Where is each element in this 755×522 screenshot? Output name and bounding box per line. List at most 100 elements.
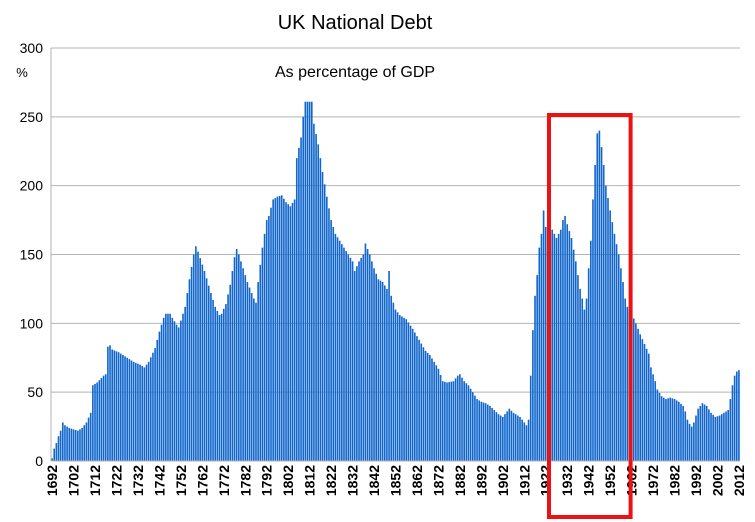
bar-1891 [478, 400, 481, 461]
bar-1880 [454, 378, 457, 461]
bar-1969 [645, 348, 648, 461]
bar-1970 [647, 353, 650, 461]
bar-1810 [304, 101, 307, 461]
bar-1698 [64, 425, 66, 461]
bar-1858 [407, 322, 410, 461]
bar-1761 [199, 258, 201, 461]
bar-1753 [182, 313, 184, 461]
bar-1870 [433, 361, 435, 461]
bar-1890 [476, 399, 478, 461]
bar-1723 [117, 352, 120, 461]
bar-1902 [502, 416, 504, 461]
x-tick-labels: 1692 1702 1712 1722 1732 1742 1752 1762 1772 1782… [44, 465, 747, 496]
bar-1775 [229, 284, 232, 461]
bar-1722 [115, 351, 118, 461]
bar-1805 [293, 199, 296, 461]
bar-1942 [587, 268, 590, 461]
y-tick-label-300: 300 [20, 40, 44, 56]
bar-1865 [422, 347, 425, 461]
bar-1730 [132, 361, 135, 461]
bar-1812 [308, 101, 311, 461]
bar-1914 [527, 419, 530, 461]
bar-1692 [51, 458, 53, 461]
bar-1726 [124, 356, 126, 461]
bar-1783 [246, 282, 249, 461]
y-tick-label-200: 200 [20, 178, 44, 194]
bar-1985 [680, 403, 682, 461]
bar-1912 [523, 422, 526, 461]
x-tick-label-2012: 2012 [731, 465, 747, 496]
bar-1780 [240, 261, 242, 461]
bar-1948 [600, 147, 603, 461]
bar-1787 [255, 302, 257, 461]
bar-2003 [718, 415, 721, 461]
bar-2005 [723, 412, 725, 461]
bar-1911 [521, 419, 523, 461]
bar-1840 [368, 254, 371, 461]
bar-1925 [551, 229, 553, 461]
bar-1987 [684, 411, 687, 461]
bar-1899 [495, 412, 498, 461]
bar-1789 [259, 264, 262, 461]
bar-1966 [639, 334, 642, 461]
bar-2007 [727, 410, 730, 461]
bar-1926 [553, 233, 556, 461]
bar-2006 [725, 411, 727, 461]
bar-1828 [343, 247, 345, 461]
bar-1708 [85, 422, 88, 461]
bar-1749 [173, 321, 176, 461]
bar-1713 [96, 382, 98, 461]
bar-1920 [540, 233, 543, 461]
bar-1806 [295, 158, 298, 461]
bar-1983 [675, 400, 678, 461]
axes [50, 48, 740, 462]
bar-1907 [512, 412, 515, 461]
x-tick-label-1902: 1902 [495, 465, 511, 496]
bar-1910 [519, 416, 521, 461]
bar-1795 [272, 199, 274, 461]
bar-1921 [542, 210, 545, 461]
bar-1742 [158, 331, 161, 461]
bar-1758 [192, 254, 195, 461]
bar-1786 [253, 298, 255, 461]
bar-1999 [710, 412, 712, 461]
bar-1694 [55, 443, 58, 461]
bar-1897 [491, 408, 493, 461]
bar-1745 [165, 313, 167, 461]
bar-1718 [107, 346, 109, 461]
bar-1956 [617, 254, 620, 461]
bar-2000 [712, 414, 714, 461]
bar-1695 [57, 436, 60, 461]
bar-1889 [474, 395, 476, 461]
bar-1703 [74, 430, 77, 461]
bar-1881 [456, 375, 459, 461]
bar-1859 [409, 325, 412, 461]
bar-1908 [514, 414, 517, 461]
x-tick-label-1792: 1792 [259, 465, 275, 496]
bar-1747 [169, 313, 171, 461]
bar-1838 [364, 243, 367, 461]
bar-1882 [459, 374, 461, 461]
bar-1712 [94, 383, 96, 461]
bar-1735 [143, 367, 146, 461]
bar-1929 [559, 229, 562, 461]
bar-1811 [306, 101, 309, 461]
bar-1797 [276, 196, 279, 461]
bar-1709 [87, 417, 90, 461]
bar-1702 [72, 429, 75, 461]
bar-1957 [620, 268, 622, 461]
bar-2010 [733, 375, 736, 461]
bar-1853 [396, 312, 399, 461]
bar-1770 [218, 315, 221, 461]
bar-1982 [673, 399, 676, 461]
bar-1939 [581, 298, 584, 461]
bar-1975 [658, 392, 661, 461]
x-tick-label-1722: 1722 [109, 465, 125, 496]
x-tick-label-1692: 1692 [44, 465, 60, 496]
bar-1843 [375, 273, 377, 461]
bar-1952 [609, 210, 611, 461]
bar-1943 [590, 240, 592, 461]
bar-1696 [59, 430, 62, 461]
bar-1903 [504, 414, 506, 461]
